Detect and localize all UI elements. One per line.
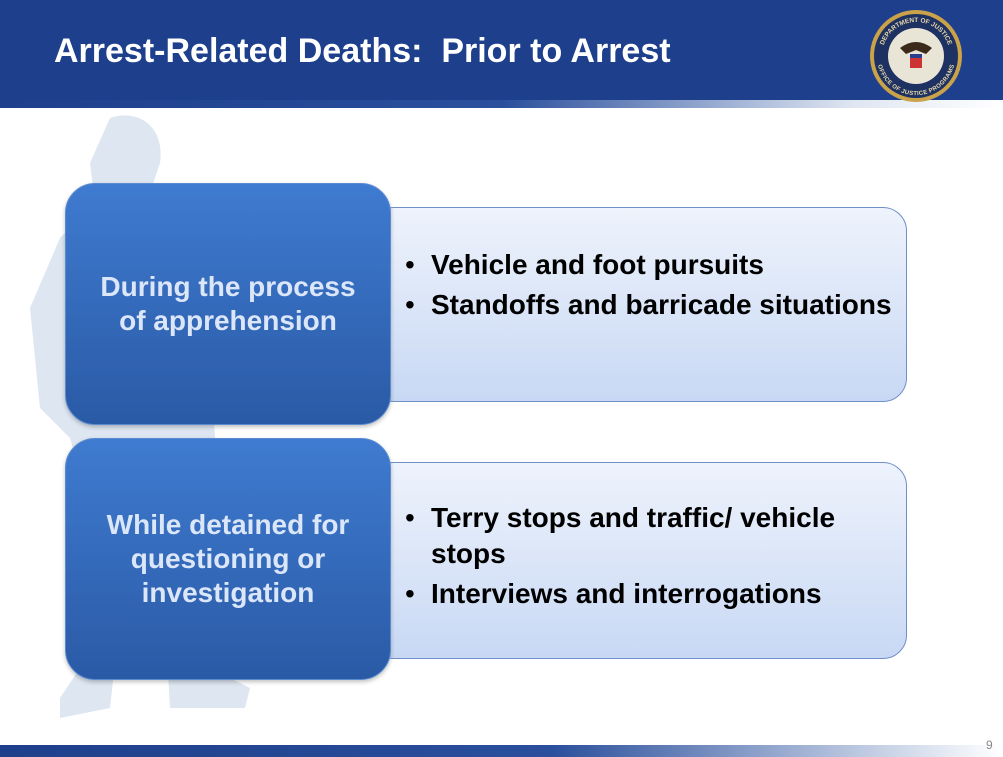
slide-title: Arrest-Related Deaths: Prior to Arrest (54, 32, 671, 71)
bullet-item: Interviews and interrogations (405, 576, 900, 612)
footer-bar (0, 745, 1003, 757)
bullet-list: Terry stops and traffic/ vehicle stops In… (405, 500, 900, 616)
bullet-item: Vehicle and foot pursuits (405, 247, 900, 283)
category-box: While detained for questioning or invest… (65, 438, 391, 680)
slide: Arrest-Related Deaths: Prior to Arrest D… (0, 0, 1003, 757)
seal: DEPARTMENT OF JUSTICE OFFICE OF JUSTICE … (868, 8, 964, 104)
bullet-item: Terry stops and traffic/ vehicle stops (405, 500, 900, 572)
page-number: 9 (986, 738, 993, 752)
bullet-item: Standoffs and barricade situations (405, 287, 900, 323)
header-line (0, 100, 1003, 108)
category-box: During the process of apprehension (65, 183, 391, 425)
bullet-list: Vehicle and foot pursuits Standoffs and b… (405, 247, 900, 327)
